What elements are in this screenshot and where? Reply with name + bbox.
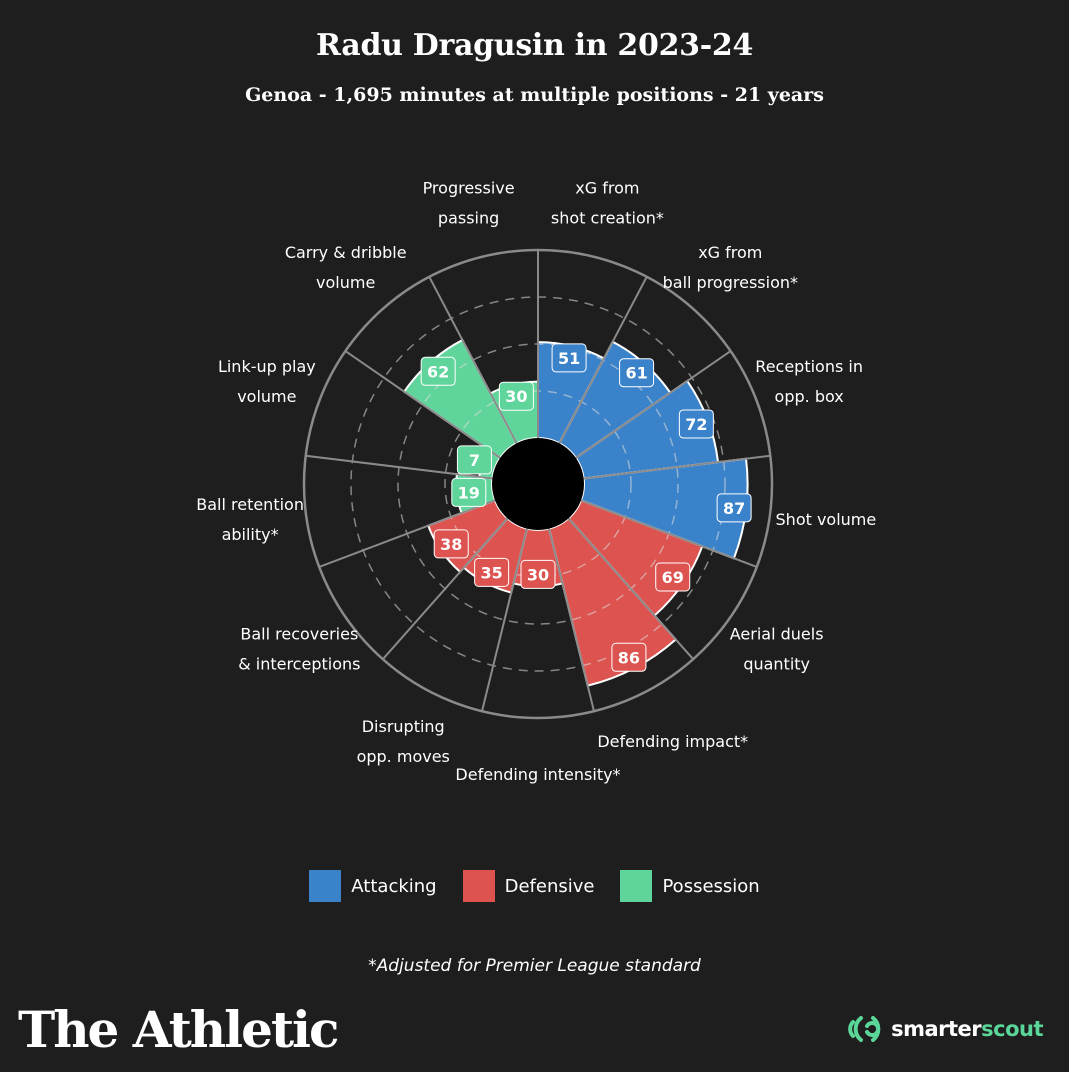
smarterscout-word-b: scout bbox=[981, 1017, 1043, 1041]
legend-item-attacking: Attacking bbox=[309, 870, 437, 902]
legend-item-defensive: Defensive bbox=[462, 870, 595, 902]
value-label-5: 86 bbox=[618, 648, 640, 667]
spoke-6 bbox=[548, 528, 595, 712]
axis-label-8: Ball recoveries & interceptions bbox=[238, 625, 360, 674]
center-hole bbox=[492, 438, 584, 530]
axis-label-5: Defending impact* bbox=[597, 732, 748, 751]
spoke-8 bbox=[382, 517, 509, 660]
value-label-6: 30 bbox=[527, 565, 549, 584]
value-label-3: 87 bbox=[723, 499, 745, 518]
value-label-11: 62 bbox=[427, 362, 449, 381]
value-badge-bg-5 bbox=[611, 642, 647, 672]
axis-label-6: Defending intensity* bbox=[455, 765, 620, 784]
spoke-1 bbox=[558, 276, 648, 444]
spoke-7 bbox=[481, 528, 528, 712]
spoke-12 bbox=[428, 276, 518, 444]
axis-label-7: Disrupting opp. moves bbox=[357, 717, 450, 766]
legend-swatch-attacking bbox=[309, 870, 342, 902]
value-badge-bg-3 bbox=[716, 493, 752, 523]
axis-label-3: Shot volume bbox=[776, 510, 877, 529]
legend: Attacking Defensive Possession bbox=[0, 870, 1069, 902]
spoke-4 bbox=[580, 499, 758, 568]
value-badge-bg-2 bbox=[678, 409, 714, 439]
value-label-12: 30 bbox=[505, 387, 527, 406]
value-badge-bg-8 bbox=[433, 529, 469, 559]
value-label-4: 69 bbox=[662, 568, 684, 587]
value-badge-8: 38 bbox=[433, 529, 469, 559]
smarterscout-word-a: smarter bbox=[891, 1017, 982, 1041]
value-badge-0: 51 bbox=[551, 343, 587, 373]
value-badge-6: 30 bbox=[520, 559, 556, 589]
value-label-0: 51 bbox=[558, 349, 580, 368]
value-badge-bg-12 bbox=[498, 381, 534, 411]
spoke-2 bbox=[575, 350, 732, 459]
value-badge-bg-4 bbox=[655, 562, 691, 592]
legend-label-attacking: Attacking bbox=[351, 875, 437, 897]
bar-2 bbox=[574, 379, 720, 480]
spoke-5 bbox=[567, 517, 694, 660]
value-label-8: 38 bbox=[440, 535, 462, 554]
smarterscout-logo: smarter scout bbox=[847, 1012, 1043, 1046]
value-badge-bg-0 bbox=[551, 343, 587, 373]
polar-chart: 51 61 72 87 69 86 30 35 38 19 7 62 30 xG from shot cre… bbox=[196, 178, 877, 784]
value-badge-bg-1 bbox=[619, 358, 655, 388]
value-badge-5: 86 bbox=[611, 642, 647, 672]
legend-swatch-possession bbox=[620, 870, 653, 902]
legend-swatch-defensive bbox=[462, 870, 495, 902]
the-athletic-logo: The Athletic bbox=[18, 1000, 339, 1059]
value-badge-9: 19 bbox=[451, 477, 487, 507]
spoke-10 bbox=[305, 454, 493, 480]
value-badge-bg-7 bbox=[474, 557, 510, 587]
value-badge-11: 62 bbox=[420, 356, 456, 386]
spoke-3 bbox=[583, 454, 771, 480]
legend-label-possession: Possession bbox=[662, 875, 760, 897]
value-badge-bg-9 bbox=[451, 477, 487, 507]
axis-label-10: Link-up play volume bbox=[218, 357, 316, 406]
axis-label-4: Aerial duels quantity bbox=[730, 625, 824, 674]
value-label-9: 19 bbox=[458, 483, 480, 502]
value-badge-10: 7 bbox=[456, 445, 492, 475]
value-badge-2: 72 bbox=[678, 409, 714, 439]
axis-label-2: Receptions in opp. box bbox=[755, 357, 863, 406]
legend-item-possession: Possession bbox=[620, 870, 760, 902]
value-label-7: 35 bbox=[480, 563, 502, 582]
value-badge-bg-6 bbox=[520, 559, 556, 589]
axis-label-0: xG from shot creation* bbox=[551, 178, 664, 227]
legend-label-defensive: Defensive bbox=[504, 875, 595, 897]
value-label-10: 7 bbox=[469, 451, 480, 470]
axis-label-9: Ball retention ability* bbox=[196, 495, 304, 544]
smarterscout-icon bbox=[848, 1016, 881, 1042]
value-badge-bg-11 bbox=[420, 356, 456, 386]
value-badge-3: 87 bbox=[716, 493, 752, 523]
value-badge-bg-10 bbox=[456, 445, 492, 475]
value-badge-7: 35 bbox=[474, 557, 510, 587]
value-label-1: 61 bbox=[625, 364, 647, 383]
value-badge-1: 61 bbox=[619, 358, 655, 388]
chart-subtitle: Genoa - 1,695 minutes at multiple positi… bbox=[245, 84, 824, 106]
value-badge-4: 69 bbox=[655, 562, 691, 592]
axis-label-12: Progressive passing bbox=[423, 178, 515, 227]
value-label-2: 72 bbox=[685, 415, 707, 434]
footnote: *Adjusted for Premier League standard bbox=[368, 956, 701, 976]
spoke-9 bbox=[318, 499, 496, 568]
chart-title: Radu Dragusin in 2023-24 bbox=[315, 28, 754, 63]
axis-label-1: xG from ball progression* bbox=[663, 243, 798, 292]
axis-label-11: Carry & dribble volume bbox=[285, 243, 407, 292]
value-badge-12: 30 bbox=[498, 381, 534, 411]
spoke-11 bbox=[344, 350, 501, 459]
